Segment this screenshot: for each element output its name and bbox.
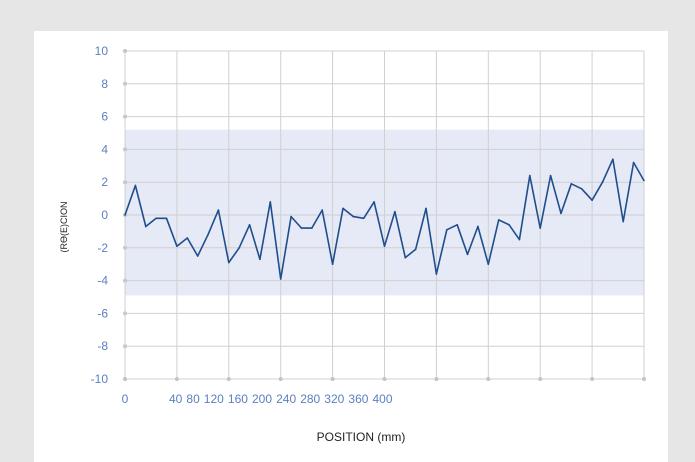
data-point — [259, 258, 261, 261]
x-tick-label: 400 — [373, 392, 393, 406]
data-point — [414, 248, 417, 251]
data-point — [279, 278, 282, 280]
data-point — [176, 245, 178, 247]
data-point — [497, 219, 500, 221]
data-point — [124, 214, 126, 216]
x-tick-label: 240 — [276, 392, 296, 406]
x-tick-dot — [382, 377, 387, 381]
data-point — [643, 179, 645, 182]
data-point — [435, 273, 438, 275]
x-tick-label: 160 — [228, 392, 248, 406]
line-chart: 10 8 6 4 2 0 -2 -4 -6 -8 -10 0 40 80 120 160 200 240 280 3… — [59, 44, 646, 444]
data-point — [580, 187, 583, 190]
data-point — [300, 227, 303, 229]
x-tick-dot — [590, 377, 595, 381]
data-point — [238, 247, 240, 249]
data-point — [155, 217, 157, 220]
x-tick-dot — [226, 377, 231, 381]
y-tick-label: 10 — [95, 44, 109, 58]
data-point — [549, 174, 552, 177]
data-point — [466, 253, 469, 256]
y-tick-label: -6 — [97, 306, 108, 320]
x-tick-dot — [486, 377, 491, 381]
data-point — [445, 228, 448, 231]
x-tick-dot — [278, 377, 283, 381]
data-point — [456, 224, 458, 226]
y-tick-label: -8 — [97, 339, 108, 353]
data-point — [196, 255, 199, 257]
data-point — [612, 158, 614, 161]
data-point — [311, 227, 313, 229]
x-tick-label: 80 — [186, 392, 200, 406]
x-tick-dot — [642, 377, 646, 381]
data-point — [248, 224, 251, 226]
data-point — [186, 237, 189, 239]
x-tick-dot — [330, 377, 335, 381]
x-tick-dot — [123, 377, 127, 381]
data-point — [134, 184, 137, 187]
y-tick-label: 6 — [101, 110, 108, 124]
data-point — [477, 225, 479, 228]
data-point — [331, 263, 334, 265]
data-point — [518, 238, 521, 241]
data-point — [383, 245, 386, 247]
x-tick-label: 200 — [252, 392, 272, 406]
x-tick-dot — [538, 377, 543, 381]
x-tick-label: 320 — [324, 392, 344, 406]
x-tick-label: 280 — [300, 392, 320, 406]
data-point — [290, 215, 292, 218]
data-point — [217, 209, 220, 211]
y-tick-label: 0 — [101, 208, 108, 222]
x-tick-dot — [174, 377, 179, 381]
y-tick-label: 2 — [101, 175, 108, 189]
y-tick-label: -4 — [97, 274, 108, 288]
data-point — [144, 225, 147, 228]
x-tick-label: 360 — [348, 392, 368, 406]
data-point — [394, 210, 396, 213]
data-point — [487, 263, 490, 265]
grid-lines — [123, 49, 646, 381]
y-tick-label: -2 — [97, 241, 108, 255]
data-point — [425, 207, 427, 210]
data-point — [622, 220, 625, 223]
data-point — [321, 209, 324, 211]
data-point — [560, 212, 562, 215]
y-tick-label: 8 — [101, 77, 108, 91]
x-tick-labels: 0 40 80 120 160 200 240 280 320 360 400 — [122, 392, 393, 406]
data-point — [404, 256, 407, 259]
data-point — [228, 261, 230, 264]
data-point — [207, 233, 209, 236]
data-point — [269, 201, 272, 203]
y-tick-label: 4 — [101, 142, 108, 156]
data-point — [342, 207, 344, 210]
x-axis-title: POSITION (mm) — [317, 430, 406, 444]
x-tick-label: 0 — [122, 392, 129, 406]
data-point — [352, 215, 355, 218]
y-tick-label: -10 — [91, 372, 109, 386]
data-point — [529, 174, 531, 177]
data-point — [373, 201, 375, 203]
x-tick-dot — [434, 377, 439, 381]
data-point — [165, 217, 168, 220]
y-axis-title: (RӨ(E)CION — [59, 202, 69, 253]
data-point — [632, 161, 635, 164]
data-point — [591, 199, 593, 202]
x-tick-label: 40 — [169, 392, 183, 406]
x-tick-label: 120 — [204, 392, 224, 406]
data-point — [601, 181, 604, 183]
data-point — [570, 183, 573, 185]
data-point — [539, 227, 541, 229]
y-tick-labels: 10 8 6 4 2 0 -2 -4 -6 -8 -10 — [91, 44, 109, 386]
data-point — [362, 217, 365, 220]
chart-card: 10 8 6 4 2 0 -2 -4 -6 -8 -10 0 40 80 120 160 200 240 280 3… — [34, 31, 668, 462]
data-point — [508, 224, 510, 226]
